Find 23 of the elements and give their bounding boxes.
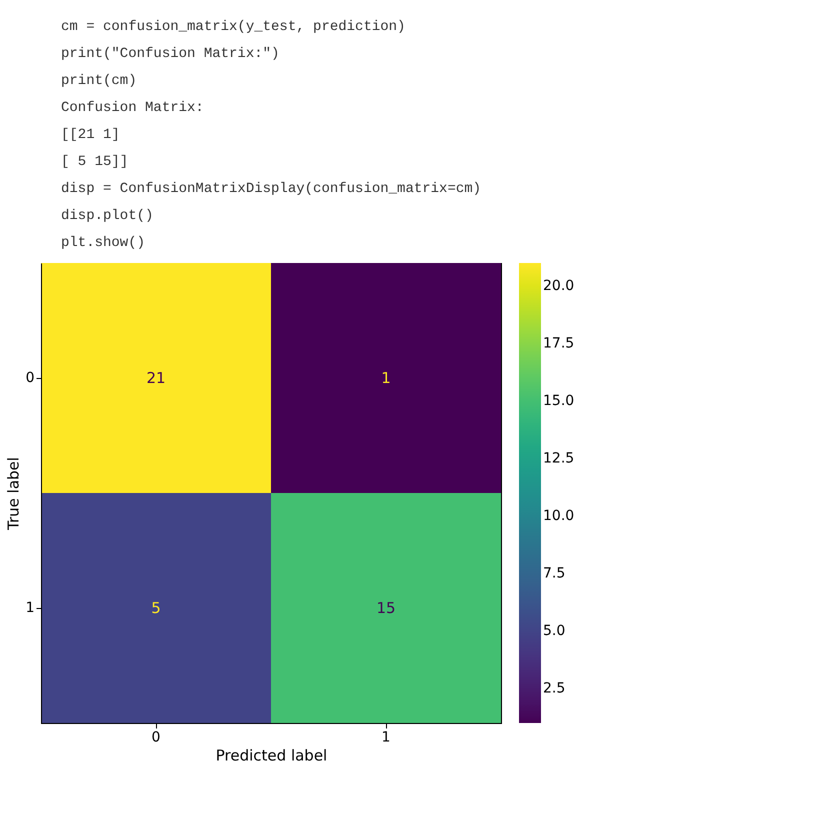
y-axis-title: True label: [4, 457, 23, 531]
data-label: 5: [151, 599, 161, 617]
color-bar-label: 10.0: [543, 508, 574, 524]
color-bar-label: 17.5: [543, 336, 574, 352]
color-bar-label: 7.5: [543, 566, 566, 582]
text: plt.show(): [61, 235, 146, 251]
text: [[21 1]: [61, 127, 120, 143]
text: cm = confusion_matrix(y_test, prediction): [61, 19, 406, 35]
text: [ 5 15]]: [61, 154, 128, 170]
text: disp = ConfusionMatrixDisplay(confusion_matrix=cm): [61, 181, 482, 197]
color-bar-label: 5.0: [543, 623, 566, 639]
text: print("Confusion Matrix:"): [61, 46, 280, 62]
color-bar-label: 12.5: [543, 450, 574, 466]
color-bar-label: 15.0: [543, 393, 574, 409]
data-label: 1: [381, 369, 391, 387]
text: print(cm): [61, 73, 137, 89]
color-bar-label: 20.0: [543, 278, 574, 294]
x-axis-title: Predicted label: [216, 746, 328, 764]
data-label: 21: [146, 369, 166, 387]
color-bar-label: 2.5: [543, 680, 566, 696]
text: disp.plot(): [61, 208, 154, 224]
text: Confusion Matrix:: [61, 100, 204, 116]
data-label: 15: [376, 599, 396, 617]
